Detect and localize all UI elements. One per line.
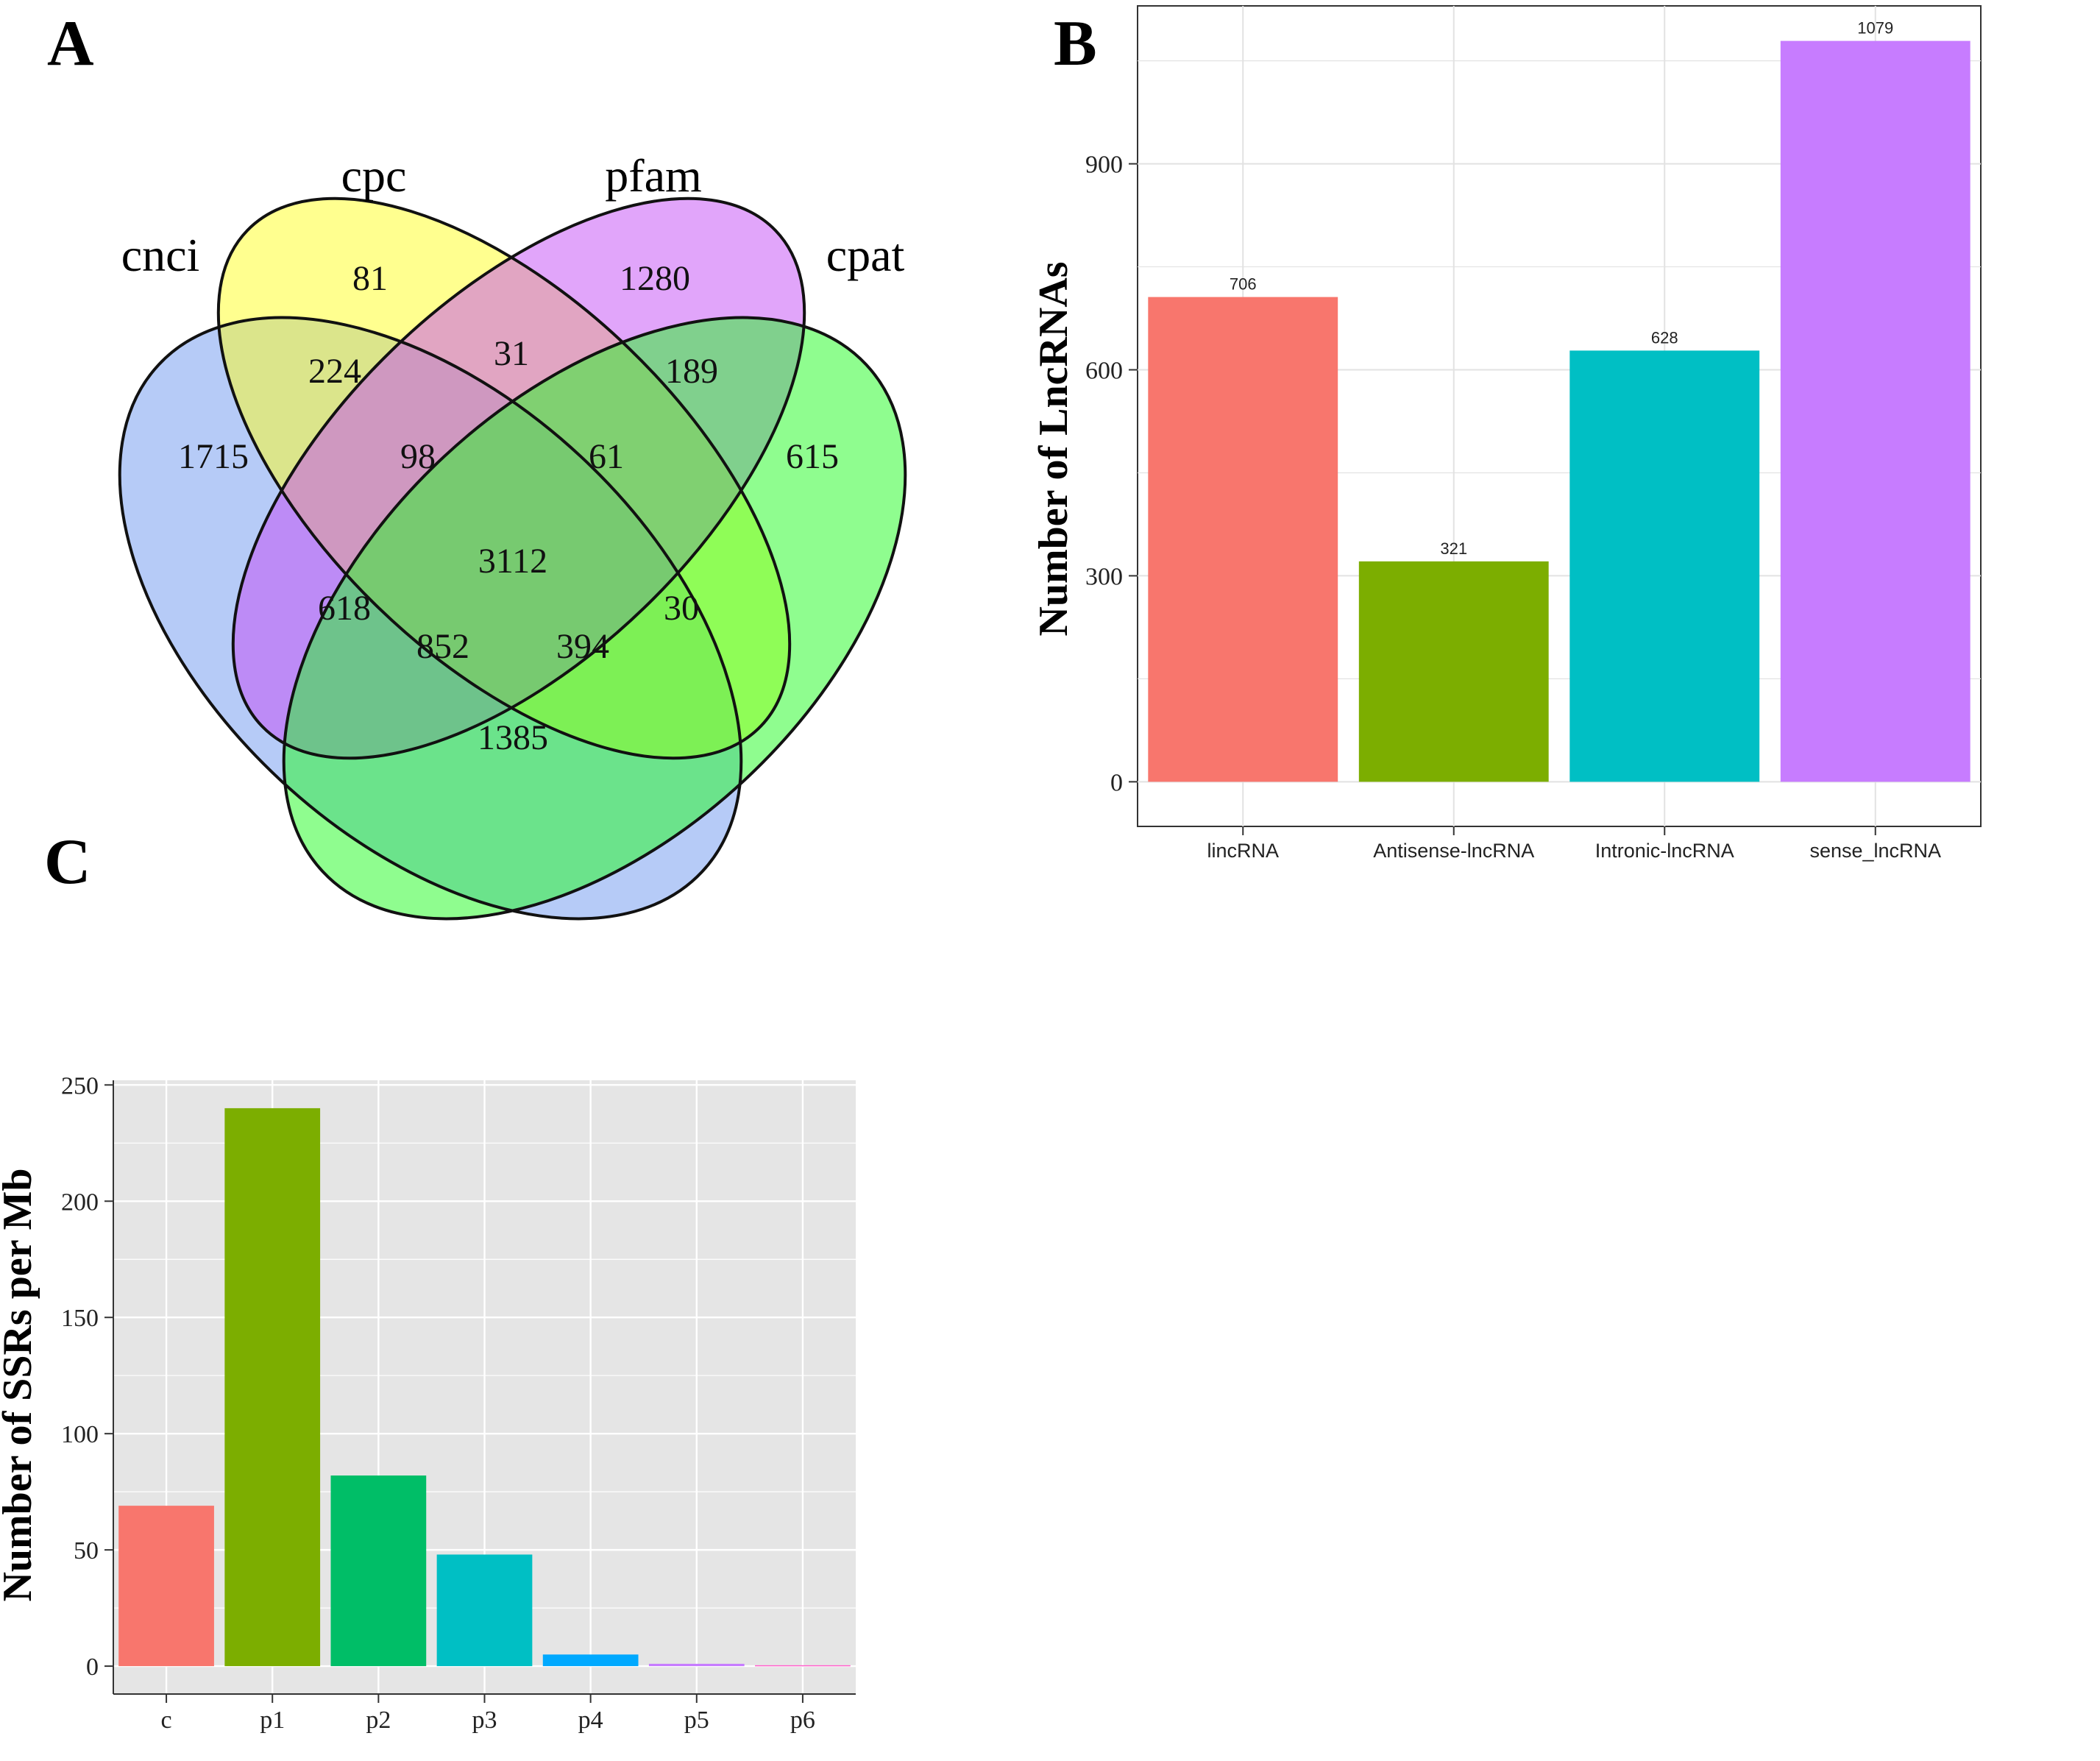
chart-b-xtick-label: Intronic-lncRNA [1595, 840, 1734, 862]
chart-c-bar-c [118, 1506, 214, 1667]
chart-c-xtick-label: p2 [366, 1707, 391, 1734]
venn-outline-cnci [118, 316, 743, 921]
chart-c-xtick-label: p1 [260, 1707, 285, 1734]
panel-letter-b: B [1054, 8, 1097, 79]
chart-b-data-label: 321 [1440, 539, 1467, 558]
chart-c-ytick-label: 100 [61, 1421, 99, 1448]
chart-c-ytick-label: 50 [74, 1537, 99, 1565]
venn-outlines [118, 196, 907, 921]
chart-c-ylabel: Number of SSRs per Mb [0, 1168, 40, 1601]
chart-b-xtick-label: Antisense-lncRNA [1373, 840, 1534, 862]
chart-c-bar-p4 [542, 1654, 639, 1667]
chart-b: 706 321 628 1079 0 300 600 900 lincRNA Antisense-… [1031, 5, 1982, 862]
chart-c-bar-p6 [755, 1665, 851, 1667]
chart-b-ytick-label: 0 [1110, 769, 1123, 796]
chart-c-xtick-label: c [161, 1707, 172, 1734]
chart-b-ytick-label: 300 [1085, 563, 1123, 590]
venn-count-cnci: 1715 [178, 437, 249, 476]
venn-label-pfam: pfam [605, 149, 702, 202]
venn-count-pfam: 1280 [620, 259, 690, 298]
chart-c-ytick-label: 150 [61, 1305, 99, 1332]
chart-b-xtick-label: sense_lncRNA [1809, 840, 1941, 862]
venn-outline-cpc [216, 196, 792, 760]
venn-count-cnci-pfam-cpat: 852 [416, 627, 469, 666]
chart-b-data-label: 628 [1651, 328, 1678, 347]
chart-b-ytick-label: 600 [1085, 358, 1123, 385]
venn-count-cpc-cpat: 30 [664, 589, 699, 628]
venn-label-cpat: cpat [826, 229, 905, 281]
chart-c-bar-p5 [648, 1663, 745, 1667]
chart-c-bar-p3 [436, 1554, 533, 1667]
venn-count-cpat: 615 [786, 437, 839, 476]
venn-count-cpc-pfam-cpat: 61 [589, 437, 624, 476]
venn-count-cnci-cpc-pfam: 98 [400, 437, 436, 476]
venn-label-cpc: cpc [341, 149, 407, 202]
panel-letter-c: C [44, 826, 91, 898]
chart-c-bar-p1 [224, 1108, 321, 1667]
venn-count-all: 3112 [478, 542, 547, 581]
venn-outline-pfam [231, 196, 806, 760]
venn-count-cpc: 81 [352, 259, 388, 298]
chart-c-xtick-label: p5 [684, 1707, 709, 1734]
chart-b-bar-Intronic-lncRNA [1569, 350, 1760, 782]
venn-region-counts: 1715 81 1280 615 224 31 189 98 61 3112 6… [178, 259, 839, 757]
chart-b-data-label: 706 [1230, 275, 1257, 294]
chart-c-ytick-label: 0 [86, 1654, 99, 1681]
chart-b-bar-lincRNA [1148, 297, 1338, 782]
chart-b-ylabel: Number of LncRNAs [1031, 261, 1076, 636]
panel-letter-a: A [47, 8, 94, 79]
venn-outline-cpat [282, 316, 907, 921]
chart-c-xtick-label: p6 [790, 1707, 815, 1734]
venn-count-cnci-cpat: 1385 [478, 718, 548, 757]
venn-count-cpc-pfam: 31 [494, 334, 529, 373]
venn-ellipse-cpat [283, 317, 906, 919]
chart-c-xtick-label: p4 [578, 1707, 603, 1734]
chart-b-data-label: 1079 [1857, 19, 1893, 38]
chart-b-bar-sense_lncRNA [1780, 40, 1970, 782]
venn-label-cnci: cnci [121, 229, 200, 281]
venn-count-cnci-pfam: 618 [318, 589, 371, 628]
chart-c-ytick-label: 250 [61, 1072, 99, 1099]
chart-c: 0 50 100 150 200 250 c p1 p2 p3 p4 p5 p6 Number of SS… [0, 1072, 856, 1734]
chart-b-xtick-label: lincRNA [1207, 840, 1279, 862]
venn-count-cnci-cpc: 224 [308, 352, 361, 391]
chart-c-bar-p2 [330, 1475, 427, 1667]
chart-c-xtick-label: p3 [472, 1707, 497, 1734]
venn-diagram: cnci cpc pfam cpat 1715 81 1280 615 224 … [118, 149, 907, 921]
venn-count-cnci-cpc-cpat: 394 [556, 627, 609, 666]
venn-fills [119, 198, 906, 919]
venn-count-pfam-cpat: 189 [665, 352, 718, 391]
chart-b-ytick-label: 900 [1085, 152, 1123, 179]
venn-set-labels: cnci cpc pfam cpat [121, 149, 905, 281]
chart-c-ytick-label: 200 [61, 1188, 99, 1216]
chart-b-bar-Antisense-lncRNA [1358, 561, 1549, 782]
